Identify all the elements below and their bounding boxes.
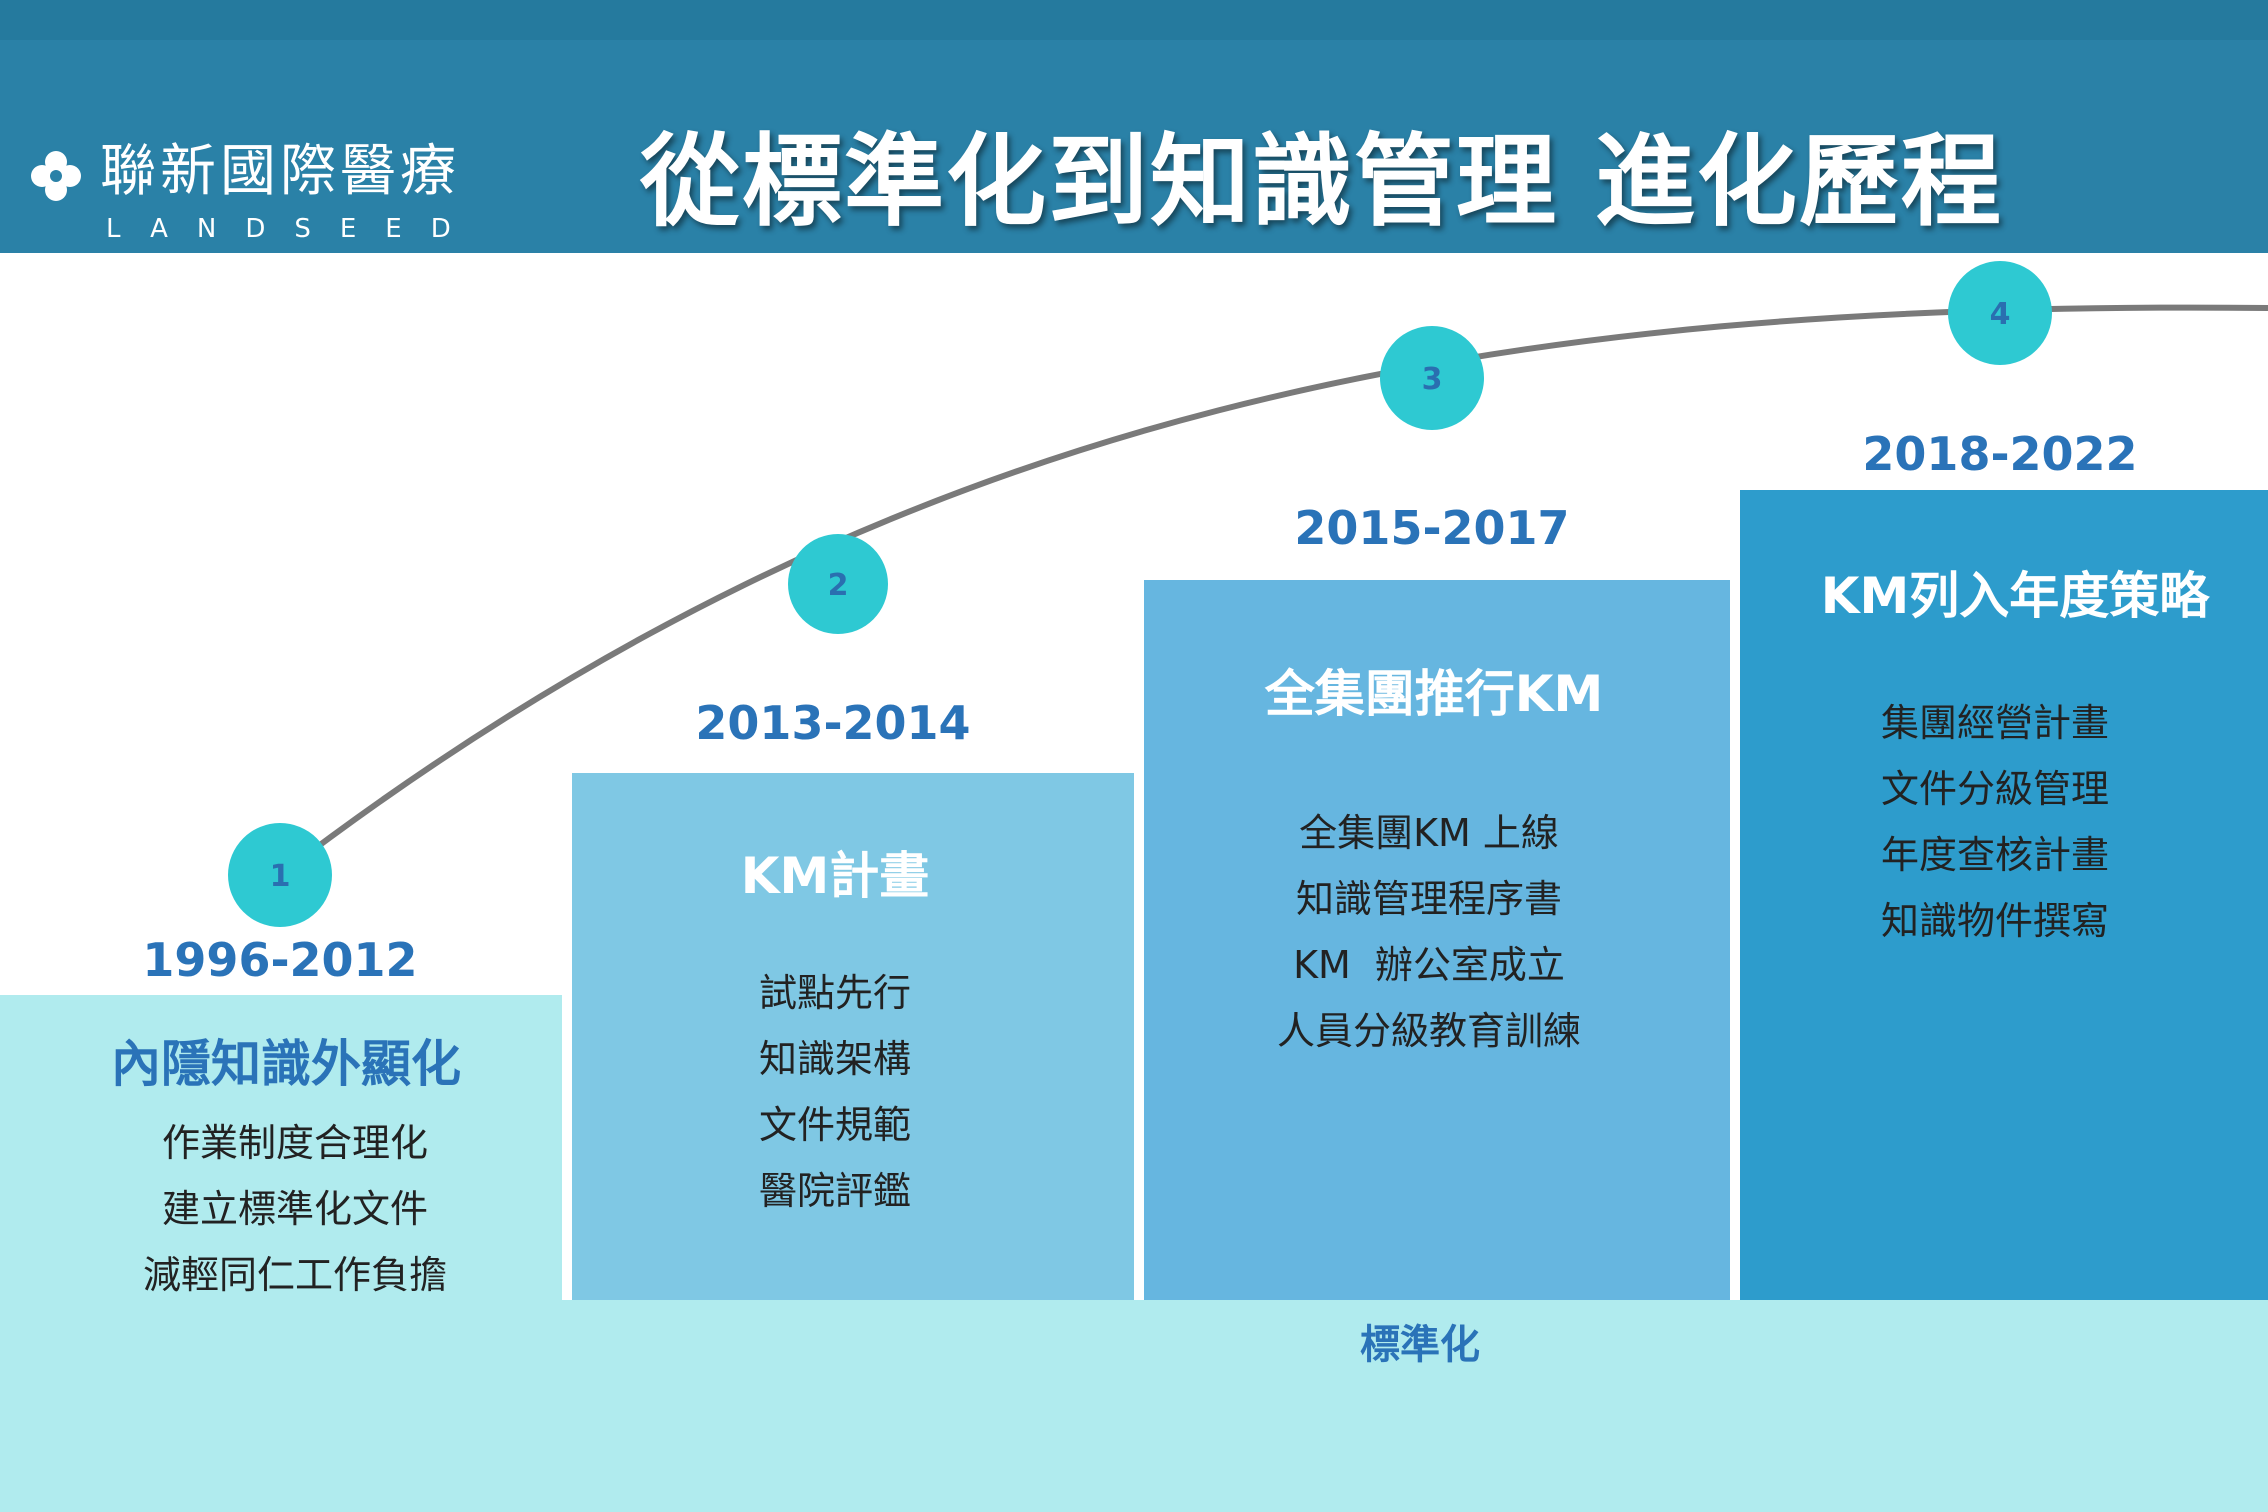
stage-1-box [0,995,562,1300]
stage-1-item: 作業制度合理化 [161,1121,428,1165]
logo-english: LANDSEED [106,214,480,244]
stage-number-3: 3 [1422,362,1443,397]
standardization-label: 標準化 [1360,1322,1480,1368]
stage-number-1: 1 [270,859,291,894]
landseed-logo-icon [31,151,81,201]
stage-4-items: 集團經營計畫 文件分級管理 年度查核計畫 知識物件撰寫 [1740,690,2250,954]
header-top-strip [0,0,2268,40]
stage-1-period: 1996-2012 [142,933,418,987]
stage-3-title: 全集團推行KM [1264,665,1604,723]
header-banner: 聯新國際醫療 LANDSEED 從標準化到知識管理 進化歷程 [0,0,2268,253]
logo-name: 聯新國際醫療 [100,139,460,204]
stage-1-items: 作業制度合理化 建立標準化文件 減輕同仁工作負擔 [40,1110,550,1308]
stage-2-title: KM計畫 [740,847,930,905]
stage-4-box [1740,490,2268,1300]
standardization-band [0,1300,2268,1512]
stage-4-item: 文件分級管理 [1880,767,2109,811]
stage-4-item: 知識物件撰寫 [1880,899,2109,943]
stage-2-item: 文件規範 [758,1103,911,1147]
stage-3-item: 知識管理程序書 [1295,877,1562,921]
stage-2-box [572,773,1134,1300]
stage-3-item: 人員分級教育訓練 [1276,1009,1581,1053]
stage-4-item: 集團經營計畫 [1880,701,2109,745]
stage-2-period: 2013-2014 [695,696,971,750]
stage-4-item: 年度查核計畫 [1880,833,2109,877]
stage-2-items: 試點先行 知識架構 文件規範 醫院評鑑 [572,960,1098,1224]
stage-1-item: 減輕同仁工作負擔 [142,1253,447,1297]
stage-marker-1: 1 [228,823,332,927]
stage-4-period: 2018-2022 [1862,427,2138,481]
stage-3-item: 全集團KM 上線 [1299,811,1559,855]
page-title: 從標準化到知識管理 進化歷程 [640,123,2003,240]
stage-marker-2: 2 [788,534,888,634]
stage-marker-4: 4 [1948,261,2052,365]
stage-2-item: 醫院評鑑 [758,1169,911,1213]
stage-3-item: KM 辦公室成立 [1293,943,1565,987]
stage-3-period: 2015-2017 [1294,501,1570,555]
progress-curve-line [278,304,2268,878]
stage-3-items: 全集團KM 上線 知識管理程序書 KM 辦公室成立 人員分級教育訓練 [1144,800,1714,1064]
stage-2-item: 知識架構 [758,1037,911,1081]
stage-number-2: 2 [828,568,849,603]
stage-2-item: 試點先行 [758,971,911,1015]
stage-4-title: KM列入年度策略 [1820,567,2210,625]
stage-3-box [1144,580,1730,1300]
stage-marker-3: 3 [1380,326,1484,430]
stage-number-4: 4 [1990,297,2011,332]
stage-1-item: 建立標準化文件 [161,1187,428,1231]
stage-1-title: 內隱知識外顯化 [111,1035,461,1093]
